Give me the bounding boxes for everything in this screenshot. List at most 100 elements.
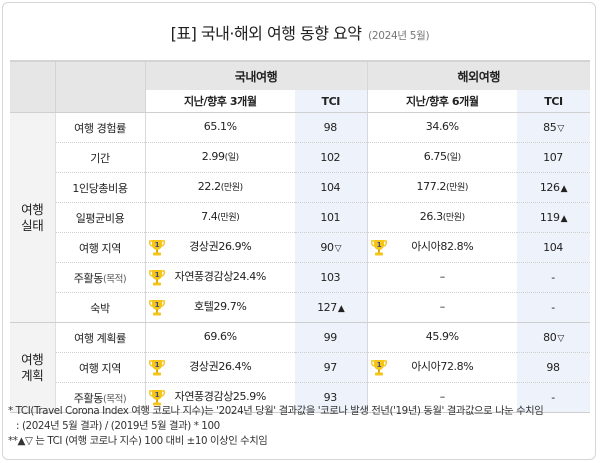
overseas-value-cell: 1 아시아82.8% [366,232,517,263]
table-row: 1인당총비용 22.2(만원) 104 177.2(만원) 126▲ [10,172,590,203]
footnote-line-2: : (2024년 5월 결과) / (2019년 5월 결과) * 100 [16,420,220,432]
overseas-tci-mark-icon: ▽ [557,334,564,344]
group-label-line2: 실태 [21,217,44,233]
svg-text:1: 1 [376,361,381,369]
domestic-value: 65.1% [203,120,237,133]
domestic-tci: 97 [323,361,338,374]
overseas-unit: (만원) [446,183,468,193]
domestic-value-cell: 2.99(일) [145,142,295,173]
domestic-unit: (일) [224,153,240,163]
domestic-tci-mark-icon: ▲ [337,304,345,314]
row-label: 1인당총비용 [55,172,146,203]
header-overseas-tci: TCI [517,90,590,113]
domestic-value-cell: 1 경상권26.4% [145,352,295,383]
trophy-icon: 1 [370,239,387,257]
domestic-tci-cell: 101 [295,202,367,233]
row-label-text: 일평균비용 [75,211,125,225]
domestic-value-cell: 69.6% [145,322,295,353]
group-label-line2: 계획 [21,367,44,383]
domestic-tci: 102 [320,151,341,164]
footnote: * TCI(Travel Corona Index 여행 코로나 지수)는 '2… [8,404,594,449]
overseas-value: 아시아82.8% [411,240,474,253]
domestic-value: 자연풍경감상25.9% [174,390,267,403]
row-label: 기간 [55,142,146,173]
overseas-value: 45.9% [425,330,459,343]
overseas-tci-cell: 126▲ [517,172,590,203]
svg-text:1: 1 [154,241,159,249]
domestic-value-cell: 1 호텔29.7% [145,292,295,323]
domestic-tci: 101 [320,211,341,224]
row-label-text: 여행 계획률 [74,331,126,345]
row-label: 여행 계획률 [55,322,146,353]
domestic-tci-cell: 102 [295,142,367,173]
overseas-tci-mark-icon: ▲ [560,184,568,194]
table-row: 여행 지역 1 경상권26.9% 90▽ 1 아시아82.8% 104 [10,232,590,263]
row-label-text: 주활동 [73,271,104,285]
overseas-tci: - [551,391,555,404]
overseas-value-cell: 177.2(만원) [366,172,517,203]
footnote-line-1: * TCI(Travel Corona Index 여행 코로나 지수)는 '2… [8,405,544,417]
row-label-text: 1인당총비용 [72,181,128,195]
overseas-unit: (일) [446,153,462,163]
overseas-tci: - [551,271,555,284]
table-row: 여행 실태 여행 경험률 65.1% 98 34.6% 85▽ [10,112,590,323]
domestic-tci: 104 [320,181,341,194]
domestic-tci-cell: 127▲ [295,292,367,323]
table-body: 여행 실태 여행 경험률 65.1% 98 34.6% 85▽ 기간 2.99(일) 102 6.7… [10,112,590,413]
trophy-icon: 1 [148,269,165,287]
domestic-tci: 103 [320,271,341,284]
group-label-line1: 여행 [21,351,44,367]
header-domestic-value: 지난/향후 3개월 [144,90,295,113]
domestic-value: 69.6% [203,330,237,343]
header-corner-label [55,60,146,113]
group-label-line1: 여행 [21,201,44,217]
overseas-tci: 85 [543,121,557,134]
overseas-tci: 126 [539,181,560,194]
table-row: 숙박 1 호텔29.7% 127▲ – - [10,292,590,323]
overseas-tci-cell: - [517,262,590,293]
group-label: 여행 계획 [10,322,56,413]
domestic-value-cell: 7.4(만원) [145,202,295,233]
table-row: 기간 2.99(일) 102 6.75(일) 107 [10,142,590,173]
domestic-tci-mark-icon: ▽ [334,244,342,254]
overseas-value: 177.2 [416,180,447,193]
overseas-value: – [439,390,446,403]
domestic-tci: 98 [323,121,338,134]
overseas-value: 아시아72.8% [411,360,474,373]
overseas-tci-mark-icon: ▽ [557,124,564,134]
domestic-tci: 93 [323,391,338,404]
table-row: 여행 지역 1 경상권26.4% 97 1 아시아72.8% 98 [10,352,590,383]
domestic-value: 자연풍경감상24.4% [174,270,267,283]
overseas-tci-cell: 85▽ [517,112,590,143]
row-label: 여행 지역 [55,352,146,383]
table-row: 여행 계획 여행 계획률 69.6% 99 45.9% 80▽ [10,322,590,413]
domestic-tci-cell: 98 [295,112,367,143]
group-label: 여행 실태 [10,112,56,323]
overseas-value: 34.6% [425,120,459,133]
domestic-tci: 99 [323,331,338,344]
overseas-tci-cell: 80▽ [517,322,590,353]
overseas-value-cell: 1 아시아72.8% [366,352,517,383]
row-label: 숙박 [55,292,146,323]
domestic-value-cell: 1 자연풍경감상25.9% [145,382,295,413]
domestic-value: 호텔29.7% [194,300,247,313]
header-domestic-tci: TCI [295,90,367,113]
header-corner-group [10,60,56,113]
overseas-value-cell: – [366,382,517,413]
table-row: 주활동(목적) 1 자연풍경감상24.4% 103 – - [10,262,590,293]
page-title: [표] 국내·해외 여행 동향 요약 (2024년 5월) [0,20,600,44]
domestic-value: 7.4 [201,210,218,223]
table-row: 주활동(목적) 1 자연풍경감상25.9% 93 – - [10,382,590,413]
row-label-paren: (목적) [102,273,127,285]
row-label-text: 여행 지역 [79,241,121,255]
domestic-tci-cell: 104 [295,172,367,203]
row-label: 여행 지역 [55,232,146,263]
row-label-text: 주활동 [73,391,104,405]
domestic-value-cell: 1 경상권26.9% [145,232,295,263]
domestic-value-cell: 1 자연풍경감상24.4% [145,262,295,293]
header-overseas-value: 지난/향후 6개월 [366,90,517,113]
travel-trend-table: 국내여행 해외여행 지난/향후 3개월 TCI 지난/향후 6개월 TCI 여행… [10,60,590,413]
row-label: 주활동(목적) [55,382,146,413]
domestic-unit: (만원) [220,183,243,193]
trophy-icon: 1 [148,389,165,407]
